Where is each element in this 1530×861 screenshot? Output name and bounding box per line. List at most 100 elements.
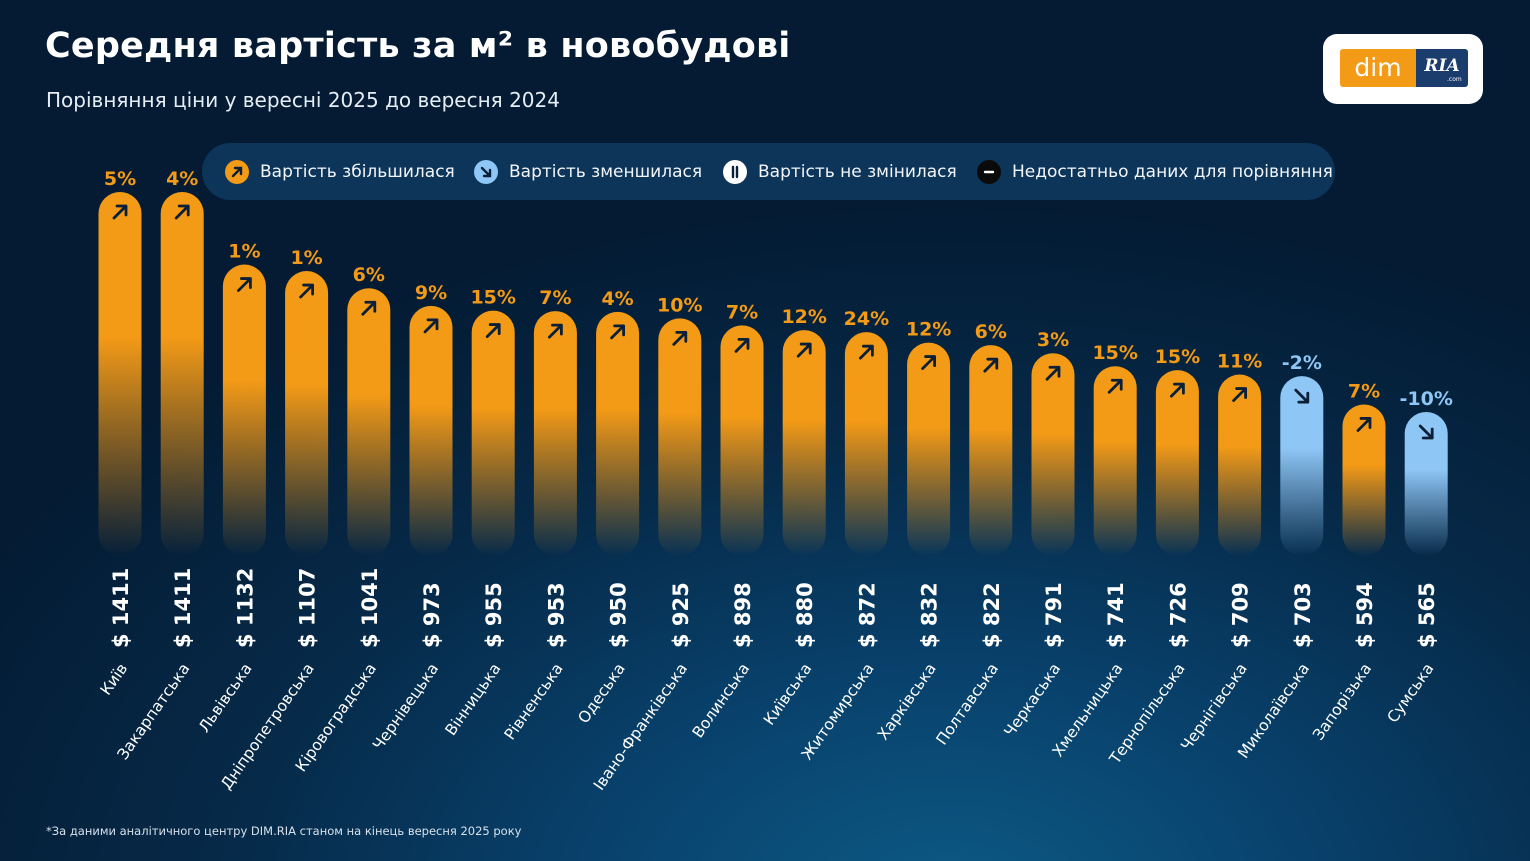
category-label: Запорізька	[1309, 660, 1375, 744]
value-label: $ 709	[1229, 582, 1253, 648]
bar	[285, 271, 329, 556]
arrow-up-right-icon	[1045, 365, 1061, 381]
value-label: $ 1041	[358, 568, 382, 648]
dim-ria-logo[interactable]: dim RIA .com	[1323, 34, 1483, 104]
bar	[1218, 374, 1262, 556]
arrow-up-right-icon	[361, 300, 377, 316]
category-label: Вінницька	[442, 660, 505, 739]
arrow-up-right-icon	[734, 338, 750, 353]
category-label: Чернігівська	[1177, 660, 1251, 754]
bar	[1342, 404, 1386, 556]
category-label: Сумська	[1384, 660, 1438, 726]
change-label: 10%	[657, 294, 702, 316]
bar	[1093, 366, 1137, 556]
change-label: 15%	[470, 287, 515, 309]
value-label: $ 1411	[171, 568, 195, 648]
bar	[222, 264, 266, 556]
minus-icon	[977, 159, 1001, 184]
change-label: 7%	[1348, 380, 1380, 402]
bar	[98, 192, 142, 556]
change-label: 4%	[166, 168, 198, 190]
change-label: 7%	[726, 301, 758, 323]
bar	[347, 288, 391, 556]
change-label: 12%	[906, 319, 951, 341]
bar	[782, 330, 826, 556]
change-label: -2%	[1282, 352, 1322, 374]
category-label: Київ	[97, 660, 132, 699]
change-label: 11%	[1217, 351, 1262, 373]
page-title: Середня вартість за м² в новобудові	[45, 26, 791, 66]
change-label: 15%	[1092, 342, 1137, 364]
category-label: Чернівецька	[369, 660, 442, 754]
value-label: $ 1411	[109, 568, 133, 648]
value-label: $ 973	[420, 582, 444, 648]
arrow-up-right-icon	[921, 355, 936, 370]
footnote: *За даними аналітичного центру DIM.RIA с…	[46, 824, 522, 838]
arrow-up-right-icon	[859, 344, 874, 360]
arrow-up-right-icon	[112, 204, 128, 220]
legend-label: Недостатньо даних для порівняння	[1012, 161, 1333, 182]
bar	[471, 310, 515, 556]
logo-ria: RIA	[1416, 49, 1468, 87]
value-label: $ 832	[918, 582, 942, 648]
arrow-up-right-icon	[796, 342, 812, 358]
change-label: 4%	[601, 288, 633, 310]
value-label: $ 898	[731, 582, 755, 648]
bar	[1031, 353, 1075, 556]
change-label: 1%	[290, 247, 322, 269]
arrow-up-right-icon	[1356, 417, 1372, 432]
arrow-up-right-icon	[1107, 378, 1123, 394]
arrow-up-right-icon	[174, 204, 190, 220]
value-label: $ 872	[855, 582, 879, 648]
legend-label: Вартість збільшилася	[260, 161, 455, 182]
change-label: 15%	[1155, 346, 1200, 368]
value-label: $ 953	[544, 582, 568, 648]
logo-ria-small: .com	[1447, 76, 1462, 83]
value-label: $ 1107	[296, 568, 320, 648]
arrow-up-right-icon	[1170, 382, 1185, 398]
legend-label: Вартість не змінилася	[758, 161, 957, 182]
value-label: $ 594	[1353, 582, 1377, 648]
arrow-up-right-icon	[1232, 387, 1247, 402]
arrow-up-right-icon	[225, 159, 249, 184]
category-label: Полтавська	[933, 660, 1002, 748]
arrow-down-right-icon	[1418, 424, 1434, 440]
logo-dim: dim	[1340, 49, 1416, 87]
pause-icon	[723, 159, 747, 184]
change-label: 1%	[228, 241, 260, 263]
arrow-up-right-icon	[237, 277, 252, 292]
value-label: $ 791	[1042, 582, 1066, 648]
change-label: 9%	[415, 282, 447, 304]
bar	[160, 192, 204, 556]
category-label: Рівненська	[501, 660, 567, 743]
value-label: $ 703	[1291, 582, 1315, 648]
legend-item-no-data: Недостатньо даних для порівняння	[977, 143, 1333, 200]
bar	[1404, 412, 1448, 556]
bar	[1155, 370, 1199, 556]
arrow-up-right-icon	[983, 357, 999, 373]
value-label: $ 950	[607, 582, 631, 648]
bar	[720, 325, 764, 556]
arrow-up-right-icon	[423, 318, 439, 334]
bar	[533, 311, 577, 556]
value-label: $ 822	[980, 582, 1004, 648]
arrow-down-right-icon	[1294, 388, 1310, 404]
arrow-down-right-icon	[474, 159, 498, 184]
category-label: Волинська	[689, 660, 754, 741]
bar	[658, 318, 702, 556]
category-label: Черкаська	[1001, 660, 1065, 740]
value-label: $ 565	[1415, 582, 1439, 648]
value-label: $ 1132	[233, 568, 257, 648]
change-label: 5%	[104, 168, 136, 190]
legend-item-increase: Вартість збільшилася	[225, 143, 455, 200]
value-label: $ 741	[1104, 582, 1128, 648]
value-label: $ 880	[793, 582, 817, 648]
arrow-up-right-icon	[548, 323, 563, 339]
category-label: Харківська	[874, 660, 940, 743]
category-label: Львівська	[195, 660, 256, 736]
category-label: Київська	[760, 660, 815, 729]
change-label: -10%	[1400, 388, 1453, 410]
arrow-up-right-icon	[610, 324, 625, 340]
value-label: $ 925	[669, 582, 693, 648]
